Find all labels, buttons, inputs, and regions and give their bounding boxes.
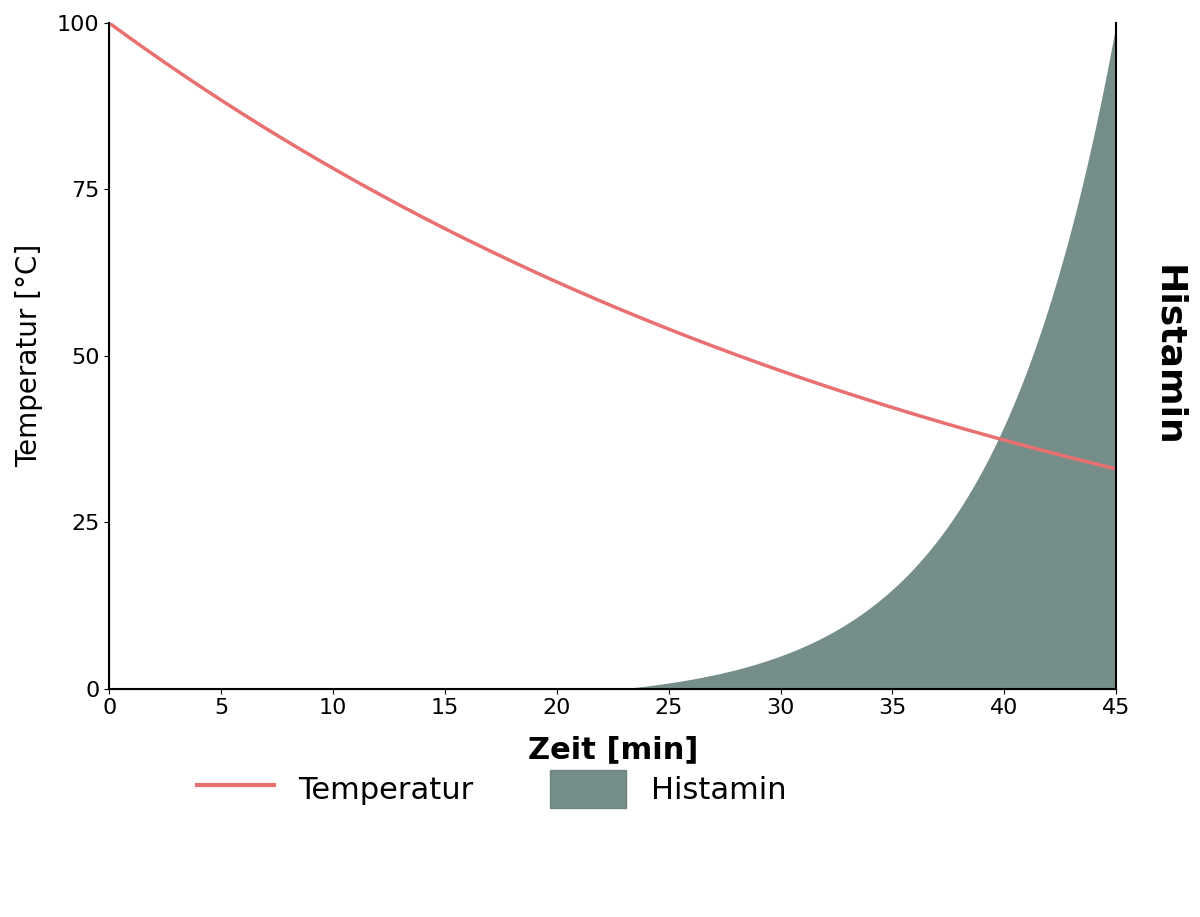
Y-axis label: Temperatur [°C]: Temperatur [°C] [14, 244, 43, 468]
Y-axis label: Histamin: Histamin [1151, 265, 1186, 447]
Legend: Temperatur, Histamin: Temperatur, Histamin [185, 758, 798, 820]
X-axis label: Zeit [min]: Zeit [min] [528, 735, 698, 764]
